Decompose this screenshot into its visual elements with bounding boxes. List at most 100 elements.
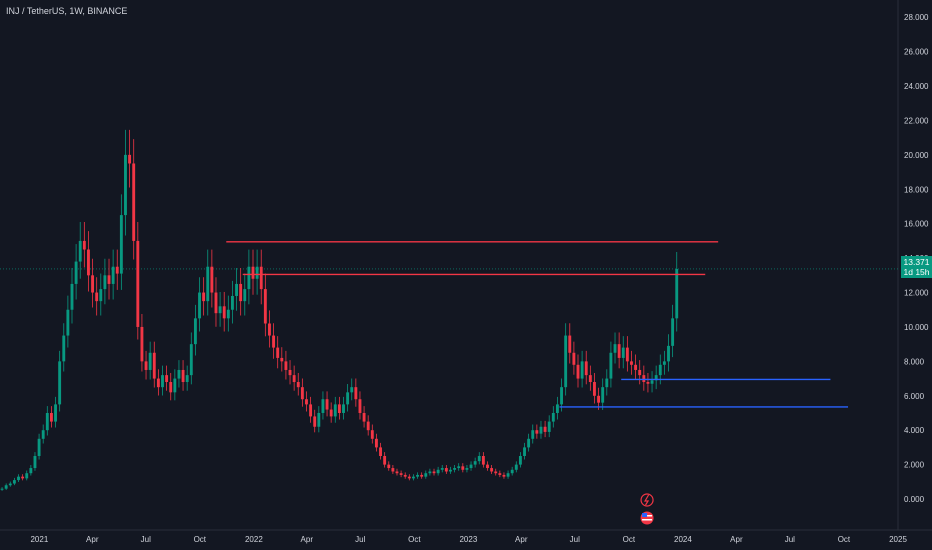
candle-body [276, 347, 280, 358]
candle-body [440, 468, 444, 470]
candle-body [551, 412, 555, 422]
candle-body [473, 461, 477, 465]
candle-body [300, 387, 304, 400]
candle-body [362, 412, 366, 422]
candle-body [99, 289, 103, 302]
candle-body [107, 275, 111, 284]
x-tick-label: Oct [623, 535, 636, 544]
candle-body [667, 345, 670, 362]
y-tick-label: 18.000 [904, 185, 929, 194]
candle-body [128, 154, 132, 164]
candle-body [391, 468, 395, 472]
candle-body [510, 469, 514, 474]
candle-body [555, 404, 559, 413]
candle-body [342, 404, 345, 413]
candle-body [82, 240, 86, 250]
y-tick-label: 6.000 [904, 392, 925, 401]
candle-body [646, 382, 650, 384]
candle-body [502, 474, 506, 477]
candle-body [461, 466, 465, 470]
candle-body [486, 464, 489, 469]
candle-body [358, 399, 362, 413]
candle-body [103, 275, 107, 290]
candle-body [29, 468, 33, 474]
candle-body [543, 426, 547, 432]
candle-body [498, 473, 502, 475]
y-tick-label: 28.000 [904, 13, 929, 22]
candle-body [169, 382, 173, 393]
symbol-title: INJ / TetherUS, 1W, BINANCE [6, 6, 128, 16]
candle-body [255, 266, 259, 279]
candle-body [49, 412, 53, 422]
candle-body [469, 464, 473, 469]
candle-body [185, 375, 189, 383]
candle-body [399, 473, 403, 475]
current-price-badge: 13.371 1d 15h [901, 256, 932, 278]
x-tick-label: Oct [838, 535, 851, 544]
candle-body [33, 456, 37, 469]
candle-body [144, 361, 148, 370]
candle-body [654, 375, 658, 381]
candle-body [239, 283, 243, 302]
candle-body [296, 382, 300, 388]
candle-body [407, 476, 411, 479]
lightning-event-icon [640, 493, 654, 507]
candle-body [280, 357, 284, 362]
y-tick-label: 26.000 [904, 48, 929, 57]
candle-body [66, 309, 70, 336]
candle-body [638, 369, 642, 376]
candle-body [625, 347, 629, 362]
y-tick-label: 0.000 [904, 495, 925, 504]
candle-body [87, 249, 90, 276]
x-tick-label: Jul [785, 535, 795, 544]
candle-body [140, 326, 144, 362]
candle-body [395, 471, 399, 474]
candle-body [58, 361, 62, 405]
candle-body [477, 456, 481, 462]
candle-body [568, 335, 572, 353]
candle-body [148, 352, 152, 370]
candle-body [226, 309, 230, 319]
current-price-label: 13.371 [903, 257, 930, 267]
candle-body [580, 361, 584, 379]
candle-body [288, 369, 292, 376]
candle-body [642, 375, 646, 383]
candle-body [313, 416, 317, 427]
candle-body [333, 404, 337, 417]
candle-body [428, 471, 432, 474]
candle-body [17, 476, 20, 481]
candle-body [193, 318, 197, 345]
candle-body [584, 361, 588, 376]
candle-body [152, 352, 156, 379]
y-tick-label: 8.000 [904, 357, 925, 366]
candle-body [613, 344, 617, 353]
candle-body [564, 335, 568, 388]
candle-body [189, 344, 193, 376]
x-tick-label: Apr [86, 535, 99, 544]
candle-body [317, 412, 321, 427]
candle-body [588, 375, 592, 383]
y-tick-label: 10.000 [904, 323, 929, 332]
candle-body [457, 466, 461, 469]
candle-body [124, 154, 127, 216]
x-tick-label: Jul [355, 535, 365, 544]
candle-body [634, 364, 638, 370]
candle-body [650, 380, 654, 384]
candle-body [119, 215, 123, 274]
candle-body [597, 395, 601, 403]
candle-body [247, 266, 251, 290]
candle-body [12, 480, 16, 484]
candle-body [354, 387, 358, 400]
candle-body [436, 469, 440, 474]
y-tick-label: 16.000 [904, 220, 929, 229]
lightning-bolt-icon [644, 494, 650, 506]
candle-body [305, 399, 308, 405]
candle-body [531, 430, 535, 439]
candle-body [387, 464, 391, 469]
candle-body [161, 375, 164, 388]
candle-body [424, 473, 428, 477]
y-tick-label: 20.000 [904, 151, 929, 160]
candle-body [218, 306, 222, 314]
